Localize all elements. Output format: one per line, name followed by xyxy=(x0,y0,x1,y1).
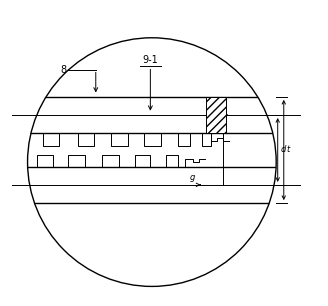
Bar xyxy=(206,97,226,133)
Bar xyxy=(25,97,279,133)
Text: 9-1: 9-1 xyxy=(142,55,158,65)
Text: d: d xyxy=(280,145,285,155)
Bar xyxy=(25,167,279,203)
Text: t: t xyxy=(286,145,289,155)
Circle shape xyxy=(28,38,276,286)
Text: 8: 8 xyxy=(61,65,67,75)
Text: g: g xyxy=(190,173,195,182)
